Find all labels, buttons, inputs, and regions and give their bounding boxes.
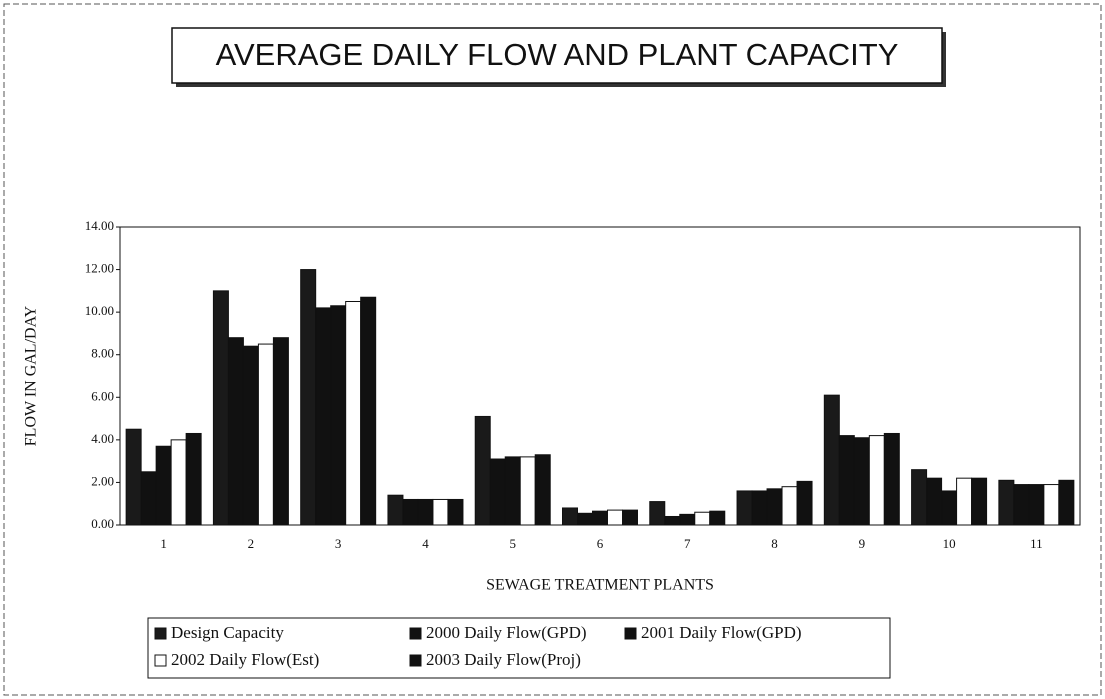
y-tick-label: 8.00 (91, 346, 114, 361)
bar (1013, 484, 1030, 526)
bar (796, 480, 813, 526)
legend-swatch (154, 627, 167, 640)
x-tick-label: 6 (597, 536, 604, 551)
bar (140, 471, 157, 526)
bar (823, 394, 840, 526)
y-tick-label: 10.00 (85, 303, 114, 318)
bar (155, 445, 172, 526)
bar (1058, 479, 1075, 526)
bar (474, 415, 491, 526)
x-tick-label: 1 (160, 536, 167, 551)
bar (853, 437, 870, 526)
bar (838, 435, 855, 526)
bar (607, 509, 623, 526)
bar (998, 479, 1015, 526)
y-tick-label: 0.00 (91, 516, 114, 531)
bar (664, 515, 681, 526)
x-tick-label: 2 (248, 536, 255, 551)
bar (694, 511, 711, 526)
bar (709, 510, 726, 526)
bar (649, 501, 666, 526)
x-tick-label: 11 (1030, 536, 1043, 551)
bar (956, 477, 973, 526)
bar (447, 498, 464, 526)
x-tick-label: 7 (684, 536, 691, 551)
bar (402, 498, 419, 526)
bar (489, 458, 506, 526)
x-tick-label: 4 (422, 536, 429, 551)
legend-swatch (409, 627, 422, 640)
legend-swatch (409, 654, 422, 667)
bar (622, 509, 638, 526)
legend-box (147, 617, 891, 679)
bar (227, 337, 244, 526)
bar (751, 490, 768, 526)
bar (315, 307, 332, 526)
legend-label: 2002 Daily Flow(Est) (171, 650, 319, 669)
x-tick-label: 5 (509, 536, 516, 551)
x-tick-label: 10 (943, 536, 956, 551)
bar (941, 490, 958, 526)
x-axis-label: SEWAGE TREATMENT PLANTS (486, 577, 714, 594)
bar (417, 498, 434, 526)
legend-label: 2000 Daily Flow(GPD) (426, 623, 587, 642)
y-tick-label: 4.00 (91, 431, 114, 446)
bar (242, 345, 259, 526)
bar (679, 513, 696, 526)
frame (3, 3, 1102, 696)
bar (736, 490, 753, 526)
x-tick-label: 9 (859, 536, 866, 551)
bar (577, 512, 593, 526)
bar (971, 477, 988, 526)
y-tick-label: 14.00 (85, 218, 114, 233)
bar (504, 456, 521, 526)
bar (1043, 484, 1060, 526)
x-tick-label: 3 (335, 536, 342, 551)
legend-swatch (624, 627, 637, 640)
bar (125, 428, 142, 526)
bar (781, 486, 798, 526)
bar (387, 494, 404, 526)
bar (534, 454, 551, 526)
y-tick-label: 6.00 (91, 388, 114, 403)
bar (360, 296, 377, 526)
y-tick-label: 12.00 (85, 261, 114, 276)
bar (883, 432, 900, 526)
legend-label: 2003 Daily Flow(Proj) (426, 650, 581, 669)
bar (432, 498, 449, 526)
bar (170, 439, 187, 526)
y-tick-label: 2.00 (91, 473, 114, 488)
legend-label: 2001 Daily Flow(GPD) (641, 623, 802, 642)
bar (868, 435, 885, 526)
title-box (171, 27, 943, 84)
bar (592, 510, 608, 526)
bar (766, 488, 783, 526)
chart-title: AVERAGE DAILY FLOW AND PLANT CAPACITY (216, 37, 899, 72)
bar (257, 343, 274, 526)
bar (300, 269, 317, 526)
legend-label: Design Capacity (171, 623, 284, 642)
x-tick-label: 8 (771, 536, 778, 551)
bar (1028, 484, 1045, 526)
bar (562, 507, 578, 526)
bar (185, 432, 202, 526)
legend-swatch (154, 654, 167, 667)
bar (519, 456, 536, 526)
bar (926, 477, 943, 526)
bar (345, 301, 362, 526)
bar (330, 305, 347, 526)
y-axis-label: FLOW IN GAL/DAY (23, 305, 40, 446)
bar (212, 290, 229, 526)
bar (911, 469, 928, 526)
bar (272, 337, 289, 526)
